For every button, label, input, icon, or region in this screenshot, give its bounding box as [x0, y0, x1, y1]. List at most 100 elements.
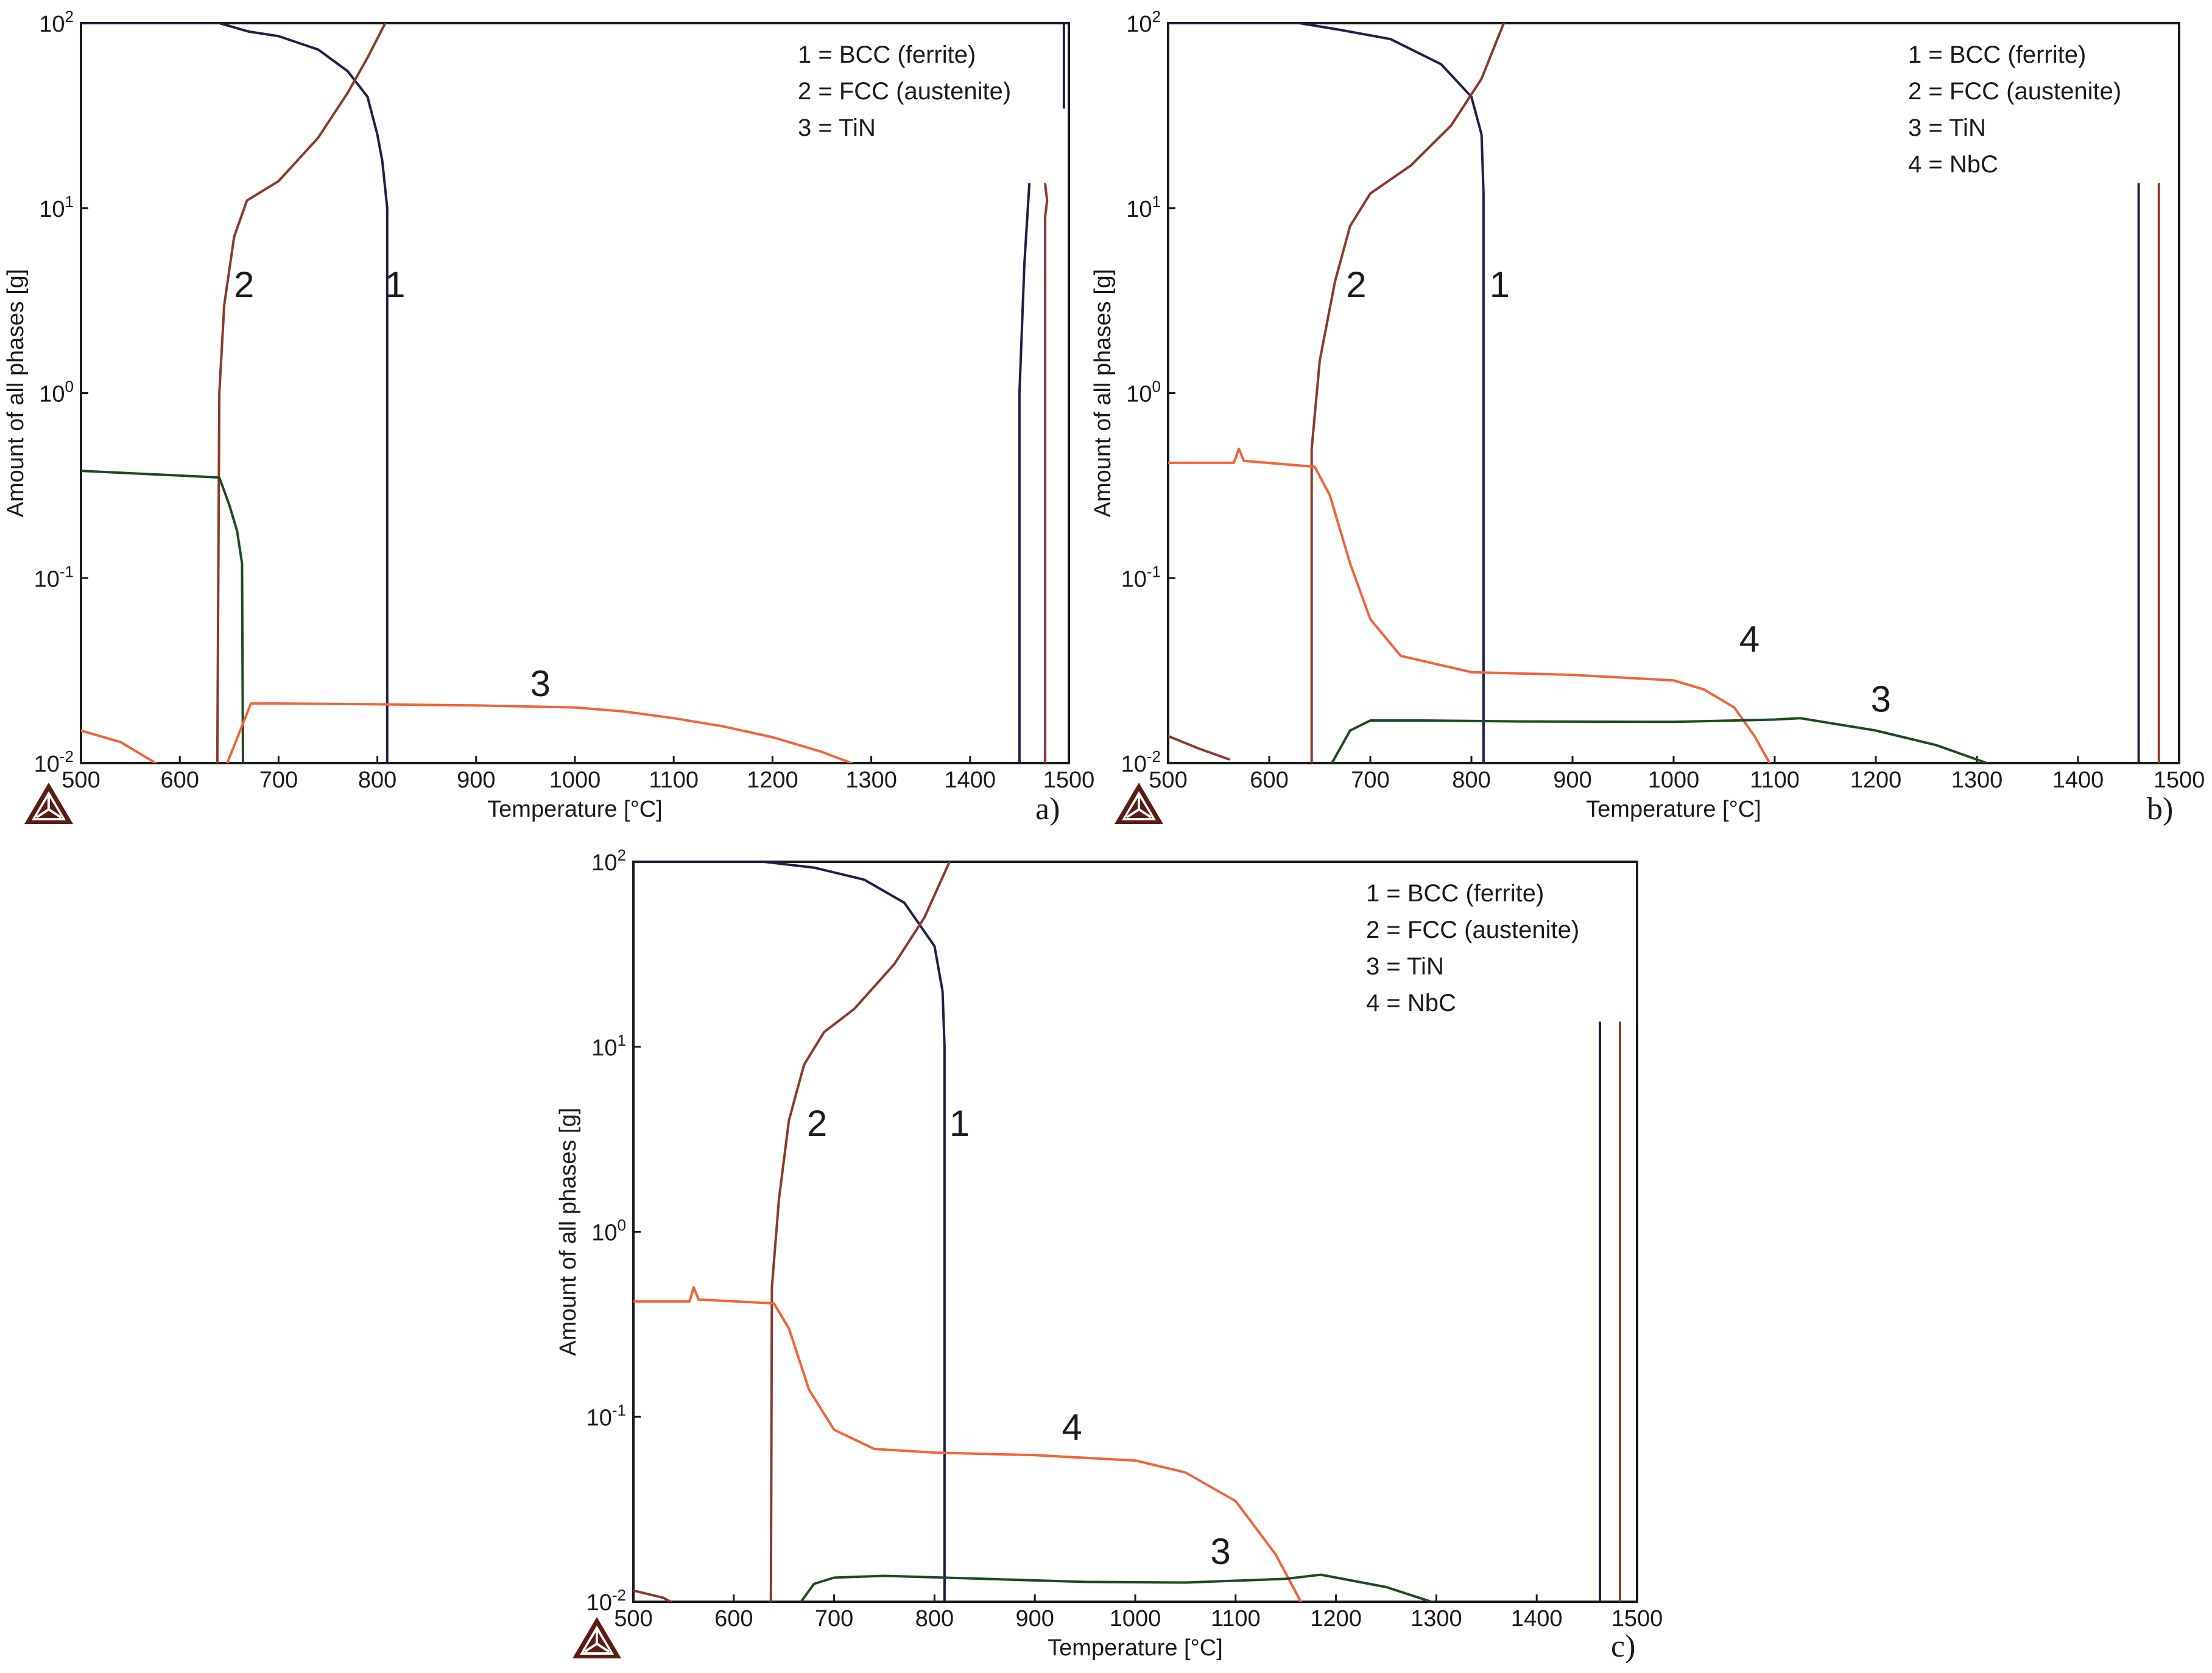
panel-a-x-axis-title: Temperature [°C] [487, 797, 663, 822]
panel-c-curve-label: 4 [1062, 1407, 1082, 1448]
panel-c-series-nbc-line [633, 1286, 1302, 1602]
panel-a-series-tin-low-line [81, 470, 244, 763]
panel-b-y-tick-base: 10 [1121, 752, 1147, 777]
panel-a-x-tick-label: 800 [358, 767, 396, 793]
panel-b-y-tick-label: 102 [1126, 7, 1161, 37]
panel-a-y-tick-exponent: -2 [60, 747, 74, 766]
panel-a-y-tick-label: 100 [39, 378, 74, 407]
panel-c-y-tick-exponent: 2 [618, 846, 626, 864]
panel-a-series-bcc-ht-line [1018, 183, 1031, 763]
panel-c-y-tick-base: 10 [586, 1590, 612, 1616]
panel-b-x-tick-label: 800 [1452, 767, 1490, 793]
panel-c-y-tick-label: 10-1 [586, 1401, 626, 1431]
panel-a-y-tick-base: 10 [34, 566, 60, 592]
thermo-calc-triangle-logo-icon [1115, 783, 1163, 824]
panel-b-series-red-low-line [1168, 734, 1230, 761]
panel-c-series-fcc-line [769, 862, 951, 1602]
panel-c-y-tick-exponent: 1 [618, 1031, 626, 1049]
panel-c-x-tick-label: 1500 [1611, 1606, 1663, 1632]
panel-c-y-axis-title: Amount of all phases [g] [555, 1108, 581, 1356]
panel-b-y-tick-label: 100 [1126, 378, 1161, 407]
panel-a-y-tick-base: 10 [39, 382, 65, 407]
panel-c-curve-label: 3 [1210, 1531, 1230, 1572]
panel-a-y-tick-label: 102 [39, 7, 74, 37]
panel-a-x-tick-label: 900 [457, 767, 495, 793]
panel-a-series-bcc-line [81, 23, 389, 763]
panel-b-y-tick-exponent: 1 [1152, 192, 1161, 211]
panel-c-y-tick-base: 10 [591, 1220, 617, 1246]
panel-a-curve-label: 2 [234, 264, 254, 305]
panel-b-x-tick-label: 600 [1250, 767, 1288, 793]
panel-b-panel-tag: b) [2147, 792, 2173, 826]
panel-a-x-tick-label: 700 [259, 767, 298, 793]
panel-c-chart: 500 600 700 800 900 1000 1100 1200 1300 1400 15001… [555, 846, 1663, 1664]
panel-a-x-tick-label: 1000 [549, 767, 601, 793]
panel-b-x-tick-label: 1300 [1951, 767, 2003, 793]
panel-c-y-tick-label: 101 [591, 1031, 626, 1061]
panel-b-curve-label: 3 [1871, 678, 1891, 719]
panel-c-y-tick-base: 10 [591, 850, 617, 876]
panel-b-x-axis-title: Temperature [°C] [1586, 797, 1761, 822]
panel-c-x-tick-label: 900 [1015, 1606, 1054, 1632]
panel-a-y-tick-label: 101 [39, 192, 74, 222]
panel-b-x-tick-label: 1000 [1648, 767, 1700, 793]
panel-c-series-tin-line [800, 1573, 1435, 1602]
panel-c-y-tick-base: 10 [586, 1405, 612, 1431]
panel-c-y-tick-label: 10-2 [586, 1586, 626, 1616]
panel-c-x-tick-label: 1300 [1411, 1606, 1462, 1632]
panel-b-series-bcc-line [1168, 23, 1485, 763]
panel-c-series-group [633, 862, 1621, 1602]
panel-b-y-tick-exponent: 2 [1152, 7, 1161, 26]
panel-a-x-tick-label: 1300 [845, 767, 897, 793]
panel-b-y-tick-base: 10 [1126, 197, 1152, 222]
panel-b-y-tick-exponent: -2 [1147, 747, 1161, 766]
panel-b-x-tick-label: 900 [1553, 767, 1591, 793]
panel-a-legend-entry: 2 = FCC (austenite) [798, 78, 1011, 105]
panel-b-y-tick-base: 10 [1126, 12, 1152, 37]
panel-b-y-tick-base: 10 [1126, 382, 1152, 407]
panel-b-y-tick-exponent: 0 [1152, 378, 1161, 396]
panel-c-plot-frame [632, 861, 1638, 1603]
panel-b-y-tick-label: 10-1 [1121, 562, 1161, 592]
panel-c-series-red-low-line [633, 1589, 674, 1602]
panel-a-y-tick-base: 10 [34, 752, 60, 777]
panel-c-x-tick-label: 1100 [1211, 1606, 1261, 1632]
panel-b-x-tick-label: 1400 [2052, 767, 2104, 793]
panel-a-series-group [81, 23, 1065, 763]
panel-a-y-tick-exponent: -1 [60, 562, 74, 580]
panel-a-curve-label: 3 [530, 663, 551, 704]
panel-b-plot-frame [1167, 22, 2180, 764]
panel-a-series-tin-curve-line [226, 702, 853, 763]
panel-b-legend-entry: 3 = TiN [1908, 114, 1986, 141]
panel-c-y-tick-exponent: -1 [612, 1401, 626, 1419]
panel-c-y-tick-exponent: 0 [618, 1216, 626, 1234]
panel-c-y-tick-label: 102 [591, 846, 626, 876]
panel-b-legend-entry: 1 = BCC (ferrite) [1908, 41, 2086, 68]
panel-c-x-tick-label: 1400 [1511, 1606, 1563, 1632]
panel-a-series-fcc-line [216, 23, 387, 763]
panel-c-x-tick-label: 600 [714, 1606, 753, 1632]
panel-c-y-tick-label: 100 [591, 1216, 626, 1246]
panel-a-series-red-low-line [81, 729, 158, 763]
panel-a-x-tick-label: 500 [62, 767, 100, 793]
panel-c-x-tick-label: 700 [815, 1606, 853, 1632]
panel-a-y-tick-exponent: 2 [65, 7, 74, 26]
panel-b-x-tick-label: 1500 [2154, 767, 2205, 793]
panel-c-curve-label: 2 [807, 1103, 827, 1144]
panel-c-series-bcc-line [633, 862, 946, 1602]
panel-c-x-tick-label: 800 [915, 1606, 954, 1632]
panel-b-series-tin-line [1330, 717, 1988, 763]
panel-a-x-tick-label: 1200 [747, 767, 798, 793]
thermo-calc-triangle-logo-icon [572, 1617, 621, 1658]
panel-a-x-tick-label: 600 [160, 767, 199, 793]
panel-b-series-nbc-line [1168, 447, 1771, 763]
panel-b-y-tick-label: 10-2 [1121, 747, 1161, 777]
panel-a-x-tick-label: 1400 [945, 767, 996, 793]
panel-c-x-tick-label: 1000 [1110, 1606, 1161, 1632]
panel-b-curve-label: 4 [1739, 619, 1759, 660]
panel-b-series-group [1168, 23, 2160, 763]
panel-a-panel-tag: a) [1035, 792, 1060, 826]
panel-b-x-tick-label: 500 [1149, 767, 1187, 793]
panel-a-legend-entry: 3 = TiN [798, 114, 876, 141]
panel-b-y-axis-title: Amount of all phases [g] [1090, 269, 1116, 518]
